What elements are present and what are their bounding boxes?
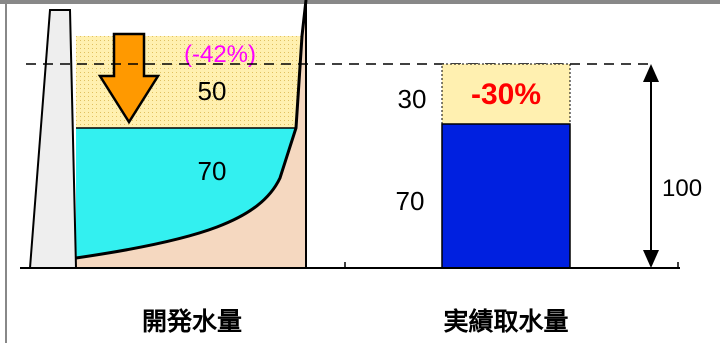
right-lower-value: 70 bbox=[396, 186, 425, 216]
actual-intake-bar bbox=[441, 123, 571, 269]
down-arrow-icon bbox=[97, 32, 161, 125]
dam-wall bbox=[28, 9, 78, 269]
double-headed-arrow-icon bbox=[643, 64, 659, 268]
left-lower-value: 70 bbox=[198, 156, 227, 186]
total-value: 100 bbox=[662, 175, 702, 202]
left-upper-value: 50 bbox=[198, 76, 227, 106]
reservoir-diagram: (-42%) 50 70 bbox=[28, 0, 308, 269]
left-caption: 開発水量 bbox=[142, 307, 242, 336]
right-caption: 実績取水量 bbox=[443, 307, 568, 336]
terrain-slope bbox=[76, 0, 306, 268]
right-reduction-percent: -30% bbox=[471, 78, 541, 111]
bar-diagram: -30% 30 70 bbox=[396, 63, 571, 269]
terrain-outline bbox=[75, 0, 308, 260]
top-border bbox=[0, 0, 720, 4]
reduction-segment bbox=[441, 63, 571, 125]
water-area bbox=[76, 128, 296, 258]
right-upper-value: 30 bbox=[398, 84, 427, 114]
